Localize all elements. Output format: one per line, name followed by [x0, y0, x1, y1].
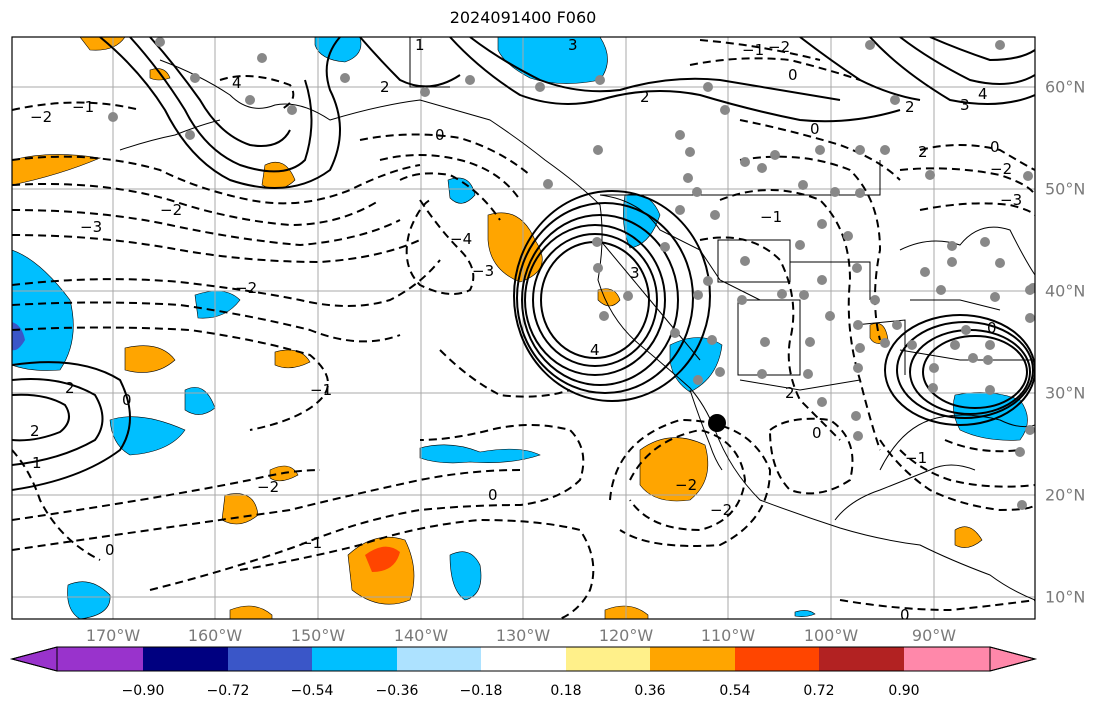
contour-label: −2	[235, 279, 257, 297]
colorbar-tick: −0.72	[206, 683, 250, 699]
colorbar-segment	[566, 647, 650, 671]
contour-label: 2	[918, 143, 928, 161]
contour-label: 0	[788, 66, 798, 84]
colorbar-segment	[650, 647, 735, 671]
colorbar-tick: −0.18	[459, 683, 503, 699]
contour-label: 2	[65, 379, 75, 397]
lon-label: 110°W	[700, 626, 756, 645]
lon-label: 150°W	[290, 626, 346, 645]
map-frame	[11, 36, 1036, 620]
lon-label: 130°W	[495, 626, 551, 645]
contour-label: −2	[768, 38, 790, 56]
contour-label: 0	[488, 486, 498, 504]
contour-label: −1	[300, 534, 322, 552]
dashed-contours	[12, 39, 1035, 619]
contour-label: 0	[900, 606, 910, 624]
colorbar-segment	[12, 647, 143, 671]
weather-map: 4 2 1 3 2 −1 −2 0 −2 −3 −4 −3 4 3 −2 −1 …	[11, 36, 1036, 624]
contour-label: 3	[960, 96, 970, 114]
contour-label: −2	[160, 201, 182, 219]
lat-label: 50°N	[1045, 179, 1086, 199]
contour-labels: 4 2 1 3 2 −1 −2 0 −2 −3 −4 −3 4 3 −2 −1 …	[30, 36, 1022, 624]
colorbar-segments	[10, 646, 1037, 672]
map-title: 2024091400 F060	[449, 8, 597, 27]
contour-label: 2	[30, 422, 40, 440]
contour-label: 2	[640, 88, 650, 106]
lon-label: 160°W	[187, 626, 243, 645]
colorbar-segment	[312, 647, 397, 671]
contour-label: −2	[675, 476, 697, 494]
contour-label: 2	[905, 98, 915, 116]
lon-label: 140°W	[393, 626, 449, 645]
contour-label: −1	[905, 449, 927, 467]
colorbar-tick: −0.54	[290, 683, 334, 699]
lon-label: 170°W	[85, 626, 141, 645]
colorbar-segment	[143, 647, 228, 671]
contour-label: 0	[812, 424, 822, 442]
colorbar-tick: −0.90	[121, 683, 165, 699]
lat-label: 60°N	[1045, 77, 1086, 97]
contour-label: 3	[568, 36, 578, 54]
forecast-location-marker	[708, 414, 726, 432]
contour-label: −3	[80, 218, 102, 236]
contour-label: −2	[30, 108, 52, 126]
lat-label: 30°N	[1045, 383, 1086, 403]
contour-label: 0	[122, 391, 132, 409]
contour-label: −3	[472, 262, 494, 280]
contour-label: −2	[710, 501, 732, 519]
contour-label: −2	[990, 160, 1012, 178]
lon-label: 120°W	[598, 626, 654, 645]
lat-label: 40°N	[1045, 281, 1086, 301]
contour-label: 2	[785, 384, 795, 402]
contour-label: 0	[987, 319, 997, 337]
colorbar-tick: 0.36	[634, 683, 666, 699]
contour-label: 4	[232, 74, 242, 92]
lon-label: 90°W	[911, 626, 957, 645]
contour-label: 0	[810, 120, 820, 138]
colorbar	[10, 646, 1037, 672]
contour-label: 2	[380, 78, 390, 96]
colorbar-tick: 0.72	[803, 683, 835, 699]
contour-label: −3	[1000, 191, 1022, 209]
solid-contours	[12, 37, 1035, 491]
lat-label: 10°N	[1045, 587, 1086, 607]
lat-label: 20°N	[1045, 485, 1086, 505]
contour-label: −1	[310, 381, 332, 399]
contour-label: 1	[32, 454, 42, 472]
contour-label: −1	[72, 98, 94, 116]
colorbar-segment	[228, 647, 312, 671]
strong-positive-region	[365, 546, 400, 572]
colorbar-tick: 0.90	[888, 683, 920, 699]
contour-label: −4	[450, 230, 472, 248]
colorbar-tick: 0.54	[719, 683, 751, 699]
colorbar-segment	[904, 647, 1035, 671]
contour-label: 0	[990, 138, 1000, 156]
colorbar-tick: −0.36	[375, 683, 419, 699]
contour-label: −2	[257, 478, 279, 496]
contour-label: 1	[415, 36, 425, 54]
contour-label: −1	[742, 41, 764, 59]
colorbar-segment	[397, 647, 481, 671]
contour-label: 4	[590, 341, 600, 359]
lon-label: 100°W	[803, 626, 859, 645]
colorbar-segment	[481, 647, 566, 671]
station-markers	[108, 37, 1035, 510]
colorbar-tick: 0.18	[550, 683, 582, 699]
colorbar-segment	[735, 647, 819, 671]
contour-label: 3	[630, 264, 640, 282]
contour-label: 0	[105, 541, 115, 559]
contour-label: −1	[760, 208, 782, 226]
colorbar-segment	[819, 647, 904, 671]
contour-label: 4	[978, 85, 988, 103]
contour-label: 0	[435, 126, 445, 144]
